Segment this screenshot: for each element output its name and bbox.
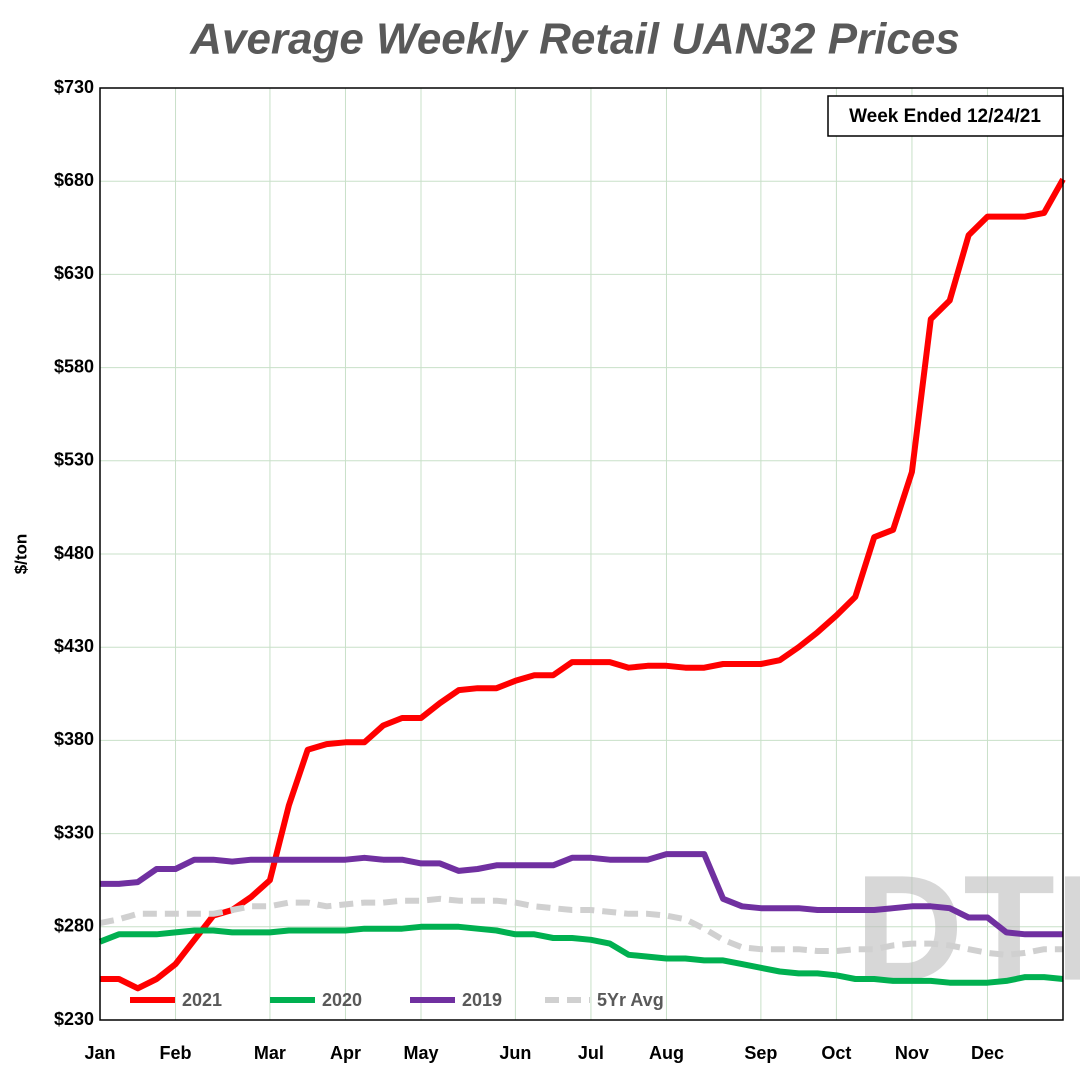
y-axis-label: $/ton bbox=[11, 534, 30, 575]
y-tick-label: $480 bbox=[54, 543, 94, 563]
x-tick-label: Aug bbox=[649, 1043, 684, 1063]
series-line bbox=[99, 895, 1063, 958]
watermark: DTN bbox=[855, 844, 1080, 1012]
annotation: Week Ended 12/24/21 bbox=[849, 106, 1041, 127]
y-tick-label: $680 bbox=[54, 170, 94, 190]
plot-lines bbox=[98, 177, 1066, 992]
plot-frame bbox=[99, 87, 1064, 1021]
chart-title: Average Weekly Retail UAN32 Prices bbox=[189, 15, 960, 64]
y-tick-label: $380 bbox=[54, 729, 94, 749]
x-tick-label: May bbox=[403, 1043, 438, 1063]
series-line bbox=[98, 923, 1064, 986]
y-tick-label: $280 bbox=[54, 916, 94, 936]
y-tick-label: $430 bbox=[54, 636, 94, 656]
x-tick-label: Jun bbox=[499, 1043, 531, 1063]
y-tick-label: $730 bbox=[54, 77, 94, 97]
legend-label: 2020 bbox=[322, 990, 362, 1010]
y-tick-label: $580 bbox=[54, 356, 94, 376]
x-tick-label: Nov bbox=[895, 1043, 929, 1063]
x-tick-label: Apr bbox=[330, 1043, 361, 1063]
legend-label: 5Yr Avg bbox=[597, 990, 664, 1010]
x-tick-label: Jan bbox=[84, 1043, 115, 1063]
x-tick-label: Mar bbox=[254, 1043, 286, 1063]
series-line bbox=[100, 177, 1066, 992]
y-tick-label: $630 bbox=[54, 263, 94, 283]
x-tick-label: Jul bbox=[578, 1043, 604, 1063]
series-line bbox=[100, 851, 1063, 938]
x-tick-label: Dec bbox=[971, 1043, 1004, 1063]
legend-label: 2021 bbox=[182, 990, 222, 1010]
legend: 2021 2020 2019 5Yr Avg bbox=[130, 990, 664, 1010]
y-tick-label: $330 bbox=[54, 822, 94, 842]
legend-label: 2019 bbox=[462, 990, 502, 1010]
x-tick-label: Feb bbox=[160, 1043, 192, 1063]
y-tick-label: $230 bbox=[54, 1009, 94, 1029]
x-tick-label: Oct bbox=[821, 1043, 851, 1063]
x-tick-label: Sep bbox=[744, 1043, 777, 1063]
y-tick-label: $530 bbox=[54, 450, 94, 470]
annotation-box bbox=[827, 95, 1064, 137]
